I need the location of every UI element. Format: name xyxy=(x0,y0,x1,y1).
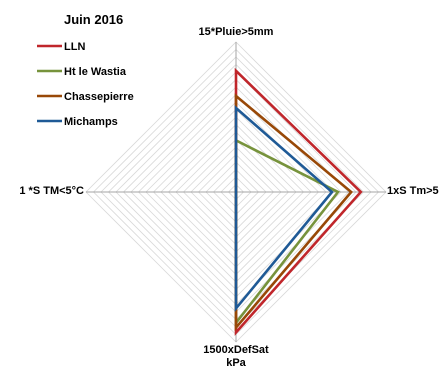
legend: LLN Ht le Wastia Chassepierre Michamps xyxy=(37,41,134,128)
axis-label-defsat-unit: kPa xyxy=(226,357,246,369)
axis-label-tm-below-5: 1 *S TM<5°C xyxy=(19,185,84,197)
chart-title: Juin 2016 xyxy=(64,12,123,27)
legend-label: Chassepierre xyxy=(64,91,134,103)
axis-label-pluie: 15*Pluie>5mm xyxy=(199,26,274,38)
radar-series-group xyxy=(234,67,363,336)
legend-label: Ht le Wastia xyxy=(64,66,127,78)
legend-label: LLN xyxy=(64,41,85,53)
axis-label-defsat: 1500xDefSat xyxy=(203,344,269,356)
legend-label: Michamps xyxy=(64,116,118,128)
axis-label-tm-above-5: 1xS Tm>5° xyxy=(387,185,439,197)
series-line-michamps xyxy=(234,105,334,313)
